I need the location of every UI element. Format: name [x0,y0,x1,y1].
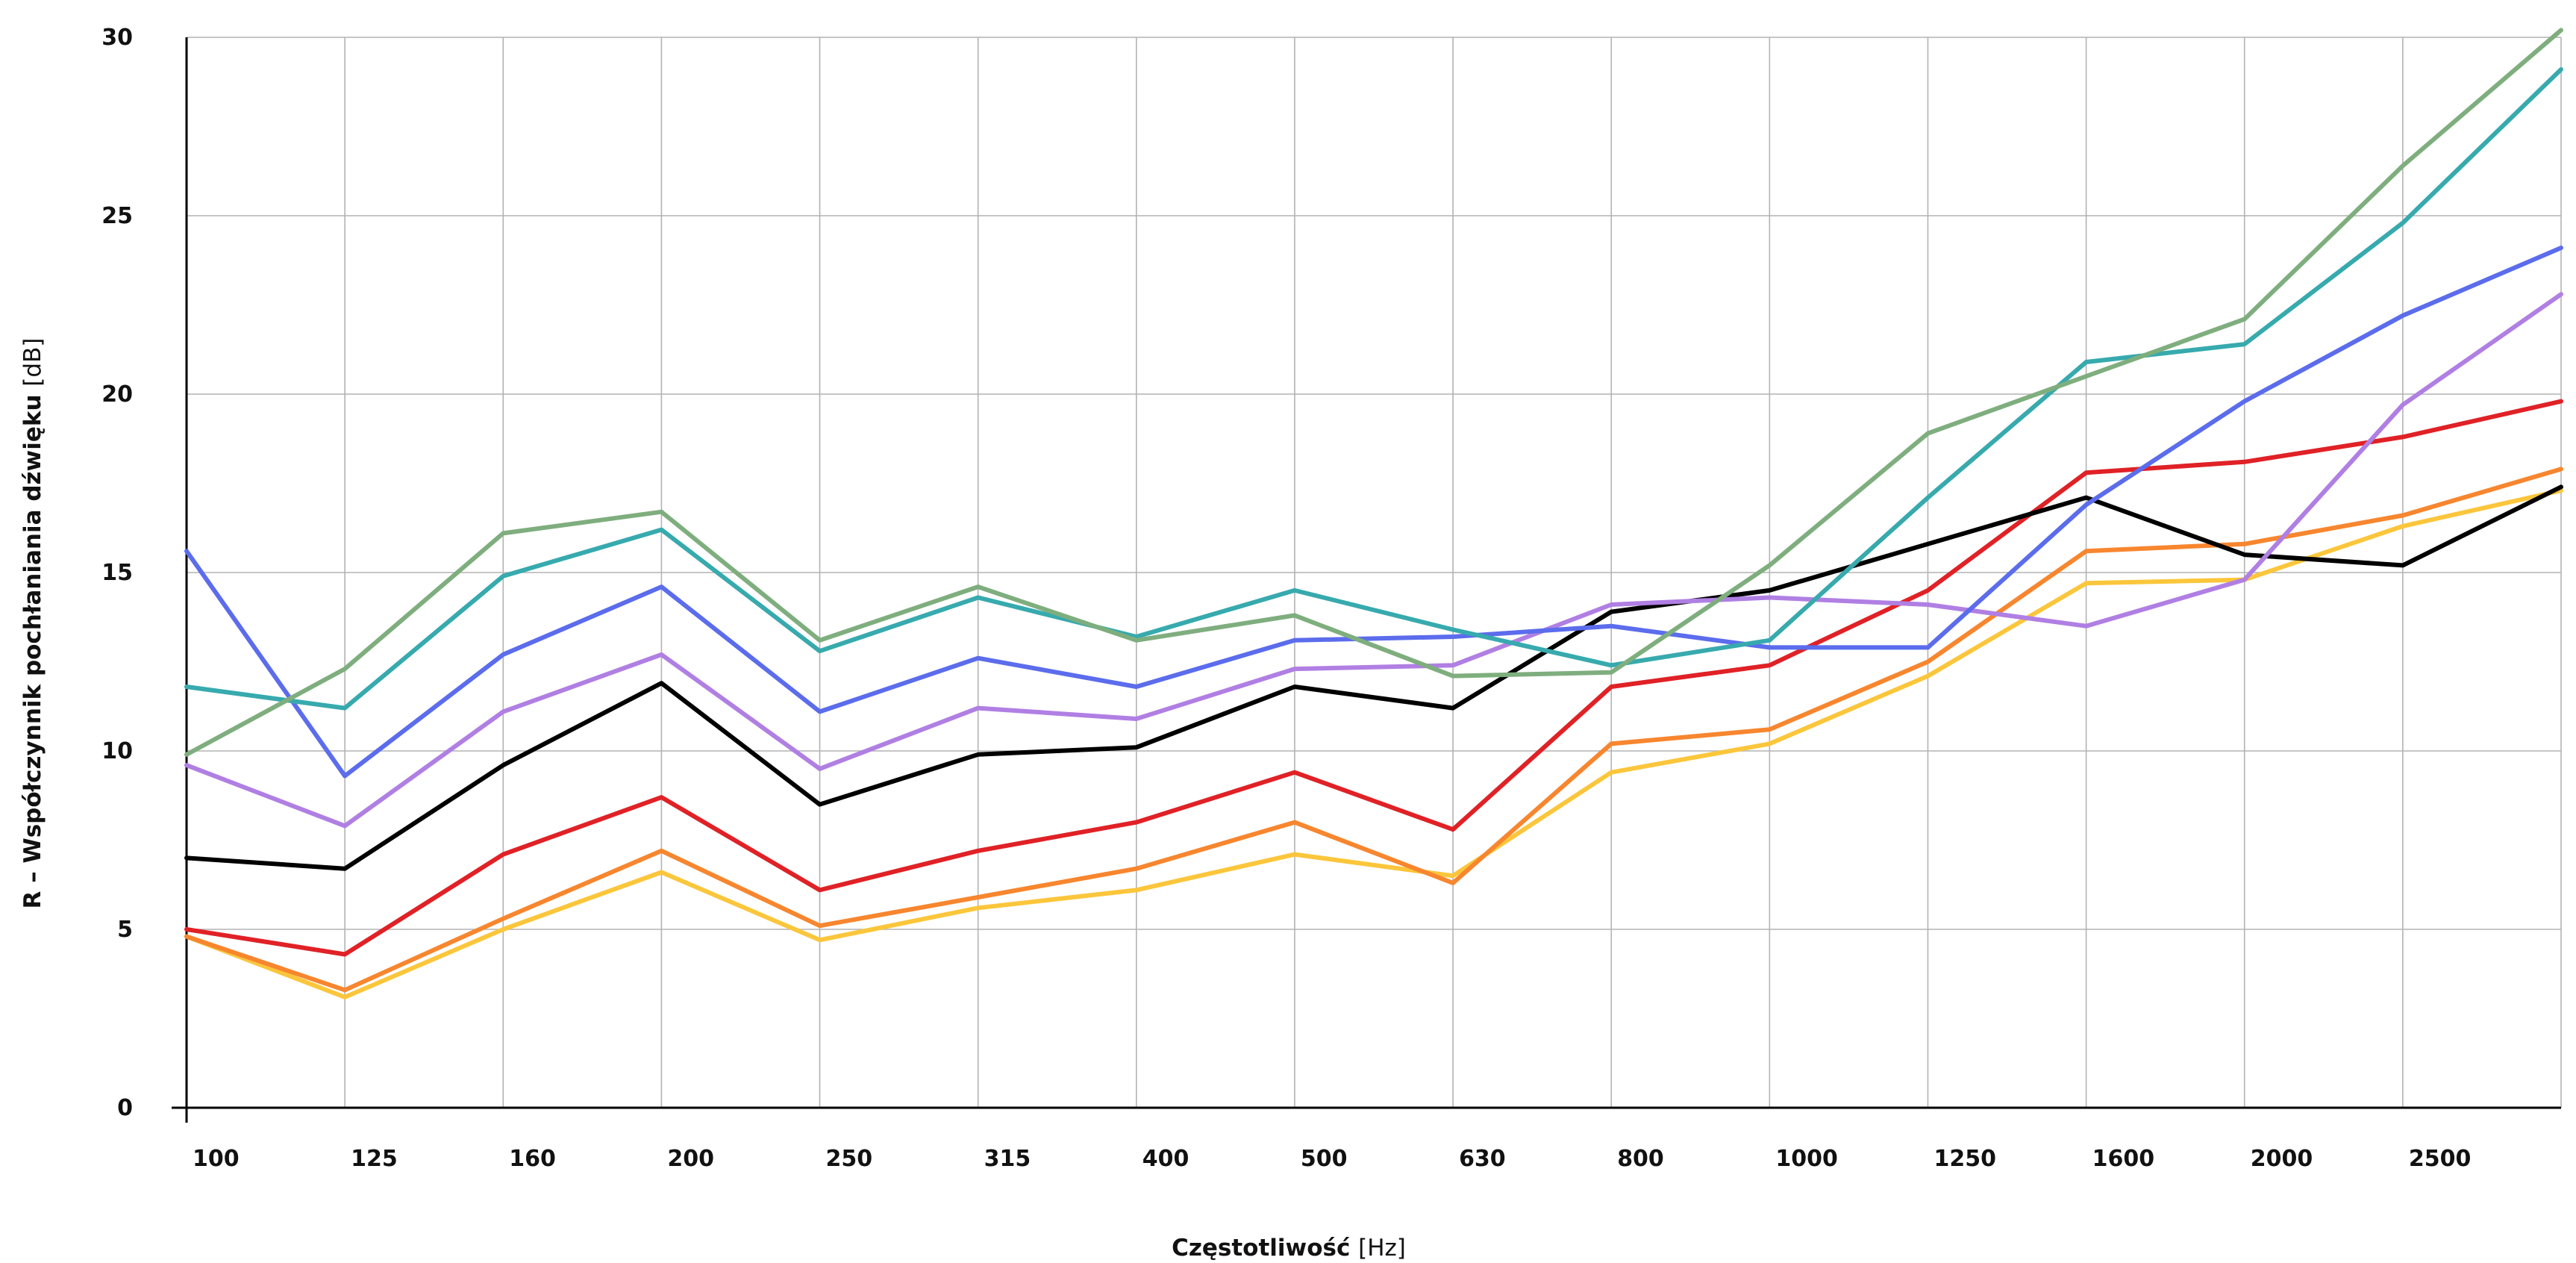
series-line-1 [184,488,2563,1000]
x-tick-label: 400 [1142,1146,1189,1172]
series-line-8 [184,28,2563,757]
x-axis-unit: [Hz] [1358,1235,1406,1262]
y-tick-label: 10 [101,738,133,764]
x-tick-labels: 100 125 160 200 250 315 400 500 630 800 1000 1250 16… [193,1146,2471,1172]
x-axis-title: Częstotliwość [Hz] [1172,1235,1406,1262]
y-axis-label: R – Współczynnik pochłaniania dźwięku [19,394,46,908]
series-line-3 [184,399,2563,957]
y-tick-label: 30 [101,25,133,51]
x-tick-label: 2500 [2409,1146,2472,1172]
series-line-7 [184,67,2563,711]
y-tick-label: 25 [101,203,133,229]
x-tick-label: 125 [351,1146,398,1172]
x-tick-label: 1600 [2092,1146,2155,1172]
series-line-6 [184,246,2563,779]
y-tick-label: 0 [117,1095,133,1121]
x-tick-label: 160 [509,1146,556,1172]
x-tick-label: 2000 [2251,1146,2313,1172]
y-tick-label: 5 [117,917,133,943]
x-tick-label: 800 [1617,1146,1664,1172]
y-axis-unit: [dB] [19,338,46,387]
horizontal-gridlines [187,37,2561,930]
x-tick-label: 630 [1459,1146,1506,1172]
x-tick-label: 315 [984,1146,1031,1172]
y-tick-label: 20 [101,381,133,408]
x-tick-label: 1250 [1933,1146,1996,1172]
series-line-4 [184,484,2563,871]
series-lines [184,28,2563,1000]
x-tick-label: 100 [193,1146,240,1172]
y-axis-title: R – Współczynnik pochłaniania dźwięku [d… [19,338,46,909]
x-tick-label: 500 [1301,1146,1348,1172]
x-tick-label: 200 [667,1146,714,1172]
x-tick-label: 1000 [1775,1146,1838,1172]
y-tick-label: 15 [101,560,133,586]
series-line-5 [184,292,2563,829]
series-line-2 [184,467,2563,993]
x-axis-label: Częstotliwość [1172,1235,1350,1262]
x-tick-label: 250 [826,1146,873,1172]
y-tick-labels: 0 5 10 15 20 25 30 [101,25,133,1121]
